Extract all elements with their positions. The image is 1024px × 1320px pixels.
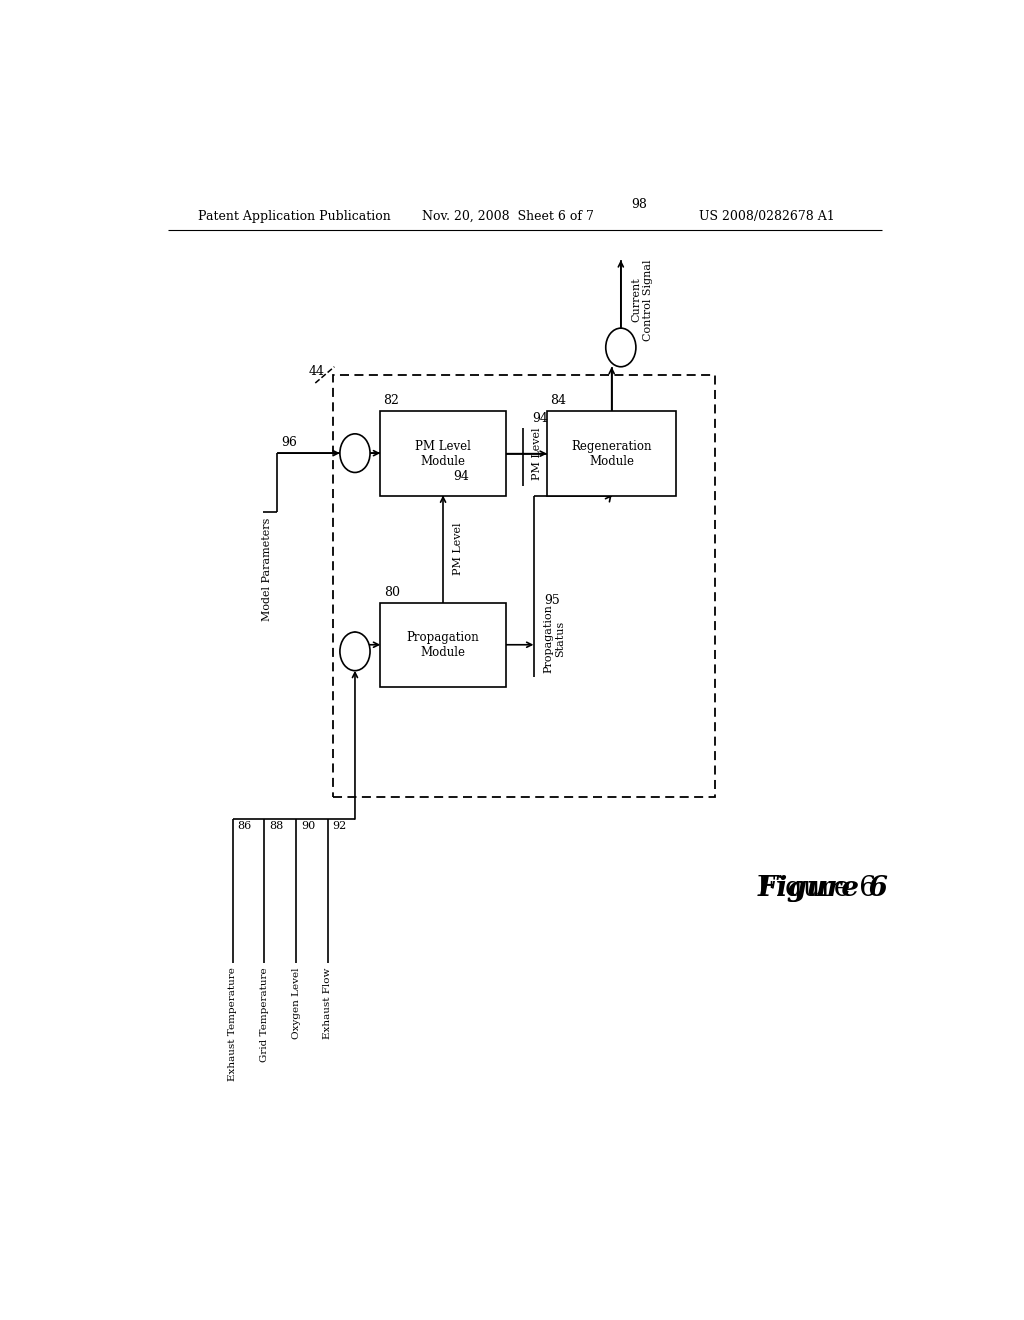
Text: PM Level: PM Level xyxy=(454,523,464,576)
Text: 88: 88 xyxy=(269,821,284,832)
Text: Exhaust Temperature: Exhaust Temperature xyxy=(228,968,238,1081)
Text: Patent Application Publication: Patent Application Publication xyxy=(198,210,390,223)
Text: Model Parameters: Model Parameters xyxy=(262,517,272,620)
Text: 92: 92 xyxy=(333,821,347,832)
Text: 86: 86 xyxy=(238,821,252,832)
Circle shape xyxy=(340,434,370,473)
Text: PM Level: PM Level xyxy=(531,428,542,480)
Circle shape xyxy=(340,632,370,671)
Text: US 2008/0282678 A1: US 2008/0282678 A1 xyxy=(699,210,836,223)
Text: 80: 80 xyxy=(384,586,400,598)
Bar xyxy=(380,412,506,496)
Bar xyxy=(333,375,715,797)
Circle shape xyxy=(606,329,636,367)
Text: PM Level
Module: PM Level Module xyxy=(415,440,471,467)
Text: Figure 6: Figure 6 xyxy=(758,875,888,902)
Text: Nov. 20, 2008  Sheet 6 of 7: Nov. 20, 2008 Sheet 6 of 7 xyxy=(422,210,594,223)
Text: 95: 95 xyxy=(544,594,559,607)
Text: 94: 94 xyxy=(531,412,548,425)
Text: Regeneration
Module: Regeneration Module xyxy=(571,440,652,467)
Text: Exhaust Flow: Exhaust Flow xyxy=(324,968,333,1039)
Text: Grid Temperature: Grid Temperature xyxy=(260,968,269,1063)
Text: Current
Control Signal: Current Control Signal xyxy=(631,259,652,341)
Text: Oxygen Level: Oxygen Level xyxy=(292,968,301,1039)
Text: 94: 94 xyxy=(454,470,469,483)
Text: 82: 82 xyxy=(384,395,399,408)
Text: 96: 96 xyxy=(282,436,297,449)
Bar xyxy=(547,412,677,496)
Bar xyxy=(380,602,506,686)
Text: Propagation
Module: Propagation Module xyxy=(407,631,479,659)
Text: 98: 98 xyxy=(631,198,647,211)
Text: 90: 90 xyxy=(301,821,315,832)
Text: 44: 44 xyxy=(309,364,325,378)
Text: Propagation
Status: Propagation Status xyxy=(544,605,565,673)
Text: Figure 6: Figure 6 xyxy=(758,875,878,902)
Text: 84: 84 xyxy=(550,395,566,408)
